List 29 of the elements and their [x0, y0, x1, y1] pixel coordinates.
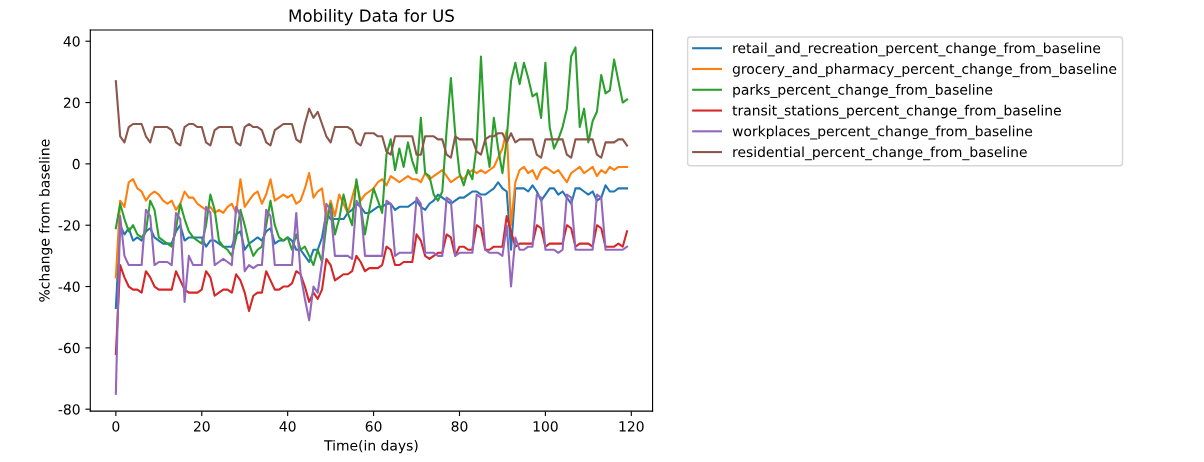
x-tick-label: 20	[193, 421, 210, 432]
line-series	[114, 80, 629, 159]
legend-label: grocery_and_pharmacy_percent_change_from_baseline	[732, 63, 1117, 78]
y-tick-label: 0	[72, 158, 80, 170]
y-tick-label: 20	[63, 97, 80, 109]
x-tick-label: 80	[451, 421, 468, 432]
x-tick-label: 100	[533, 421, 558, 432]
y-tick-label: -60	[58, 342, 80, 354]
x-tick-label: 60	[365, 421, 382, 432]
line-series	[114, 129, 629, 279]
y-tick-label: -80	[58, 404, 80, 415]
legend-label: residential_percent_change_from_baseline	[733, 146, 1027, 161]
y-axis-title: %change from baseline	[38, 139, 53, 302]
line-series	[114, 193, 629, 395]
line-series	[114, 46, 629, 267]
legend-label: retail_and_recreation_percent_change_from_baseline	[733, 42, 1101, 57]
x-tick-label: 0	[112, 421, 120, 432]
y-tick-label: -20	[58, 220, 80, 231]
line-series	[114, 181, 629, 310]
legend-label: workplaces_percent_change_from_baseline	[732, 125, 1033, 140]
legend-label: parks_percent_change_from_baseline	[733, 84, 993, 98]
x-axis-title: Time(in days)	[324, 439, 418, 454]
y-tick-label: 40	[63, 36, 80, 47]
x-tick-label: 120	[619, 421, 644, 432]
legend-label: transit_stations_percent_change_from_baseline	[732, 104, 1061, 119]
x-tick-label: 40	[279, 421, 296, 432]
y-tick-label: -40	[58, 281, 80, 293]
line-series	[114, 214, 629, 356]
chart-title: Mobility Data for US	[289, 9, 454, 26]
